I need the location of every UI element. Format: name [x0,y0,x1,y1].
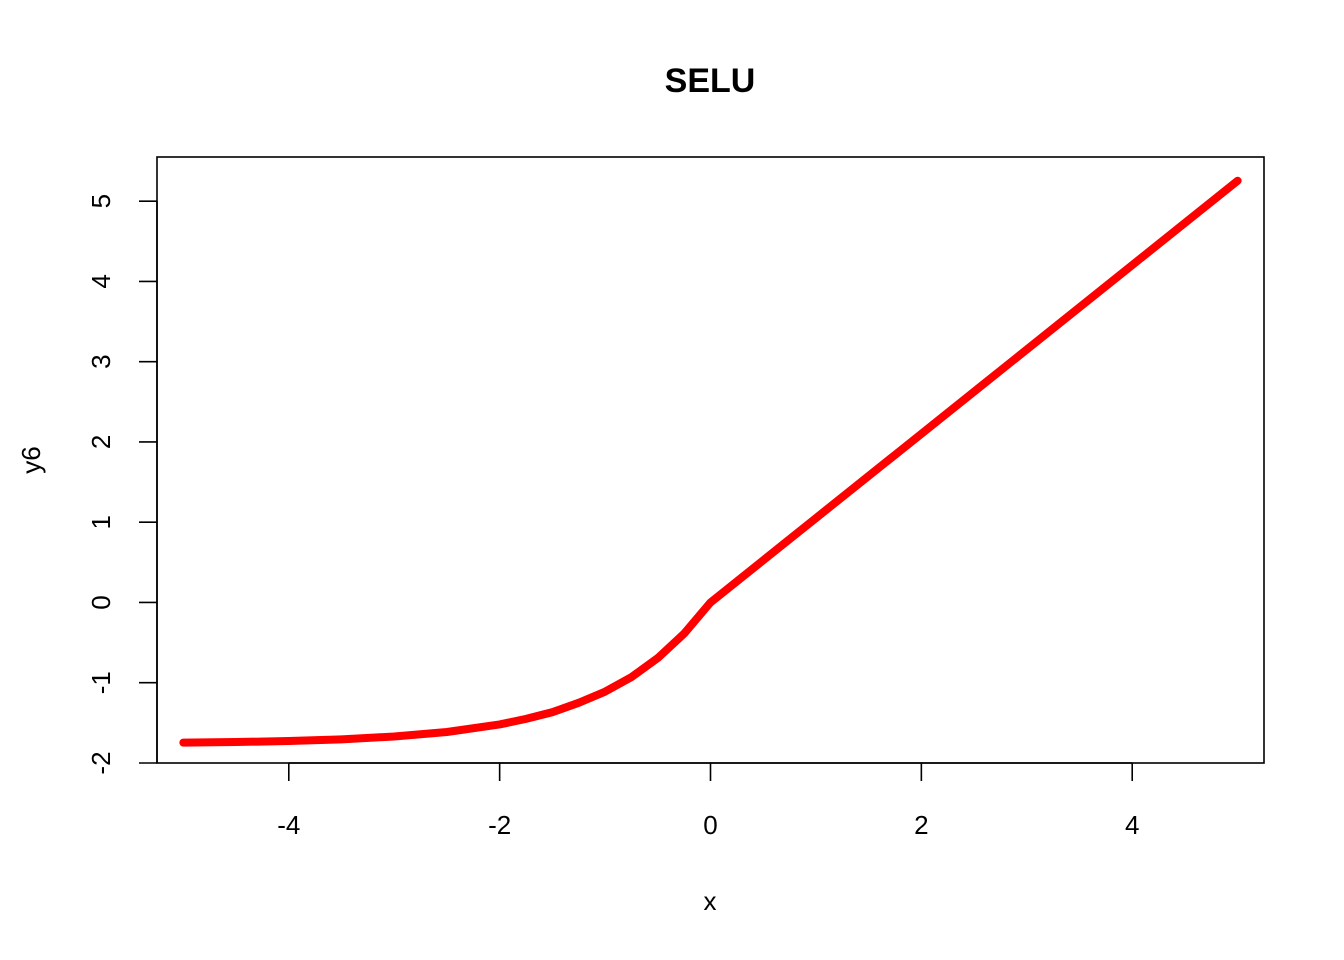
y-tick-label: -2 [86,751,116,774]
x-tick-label: 4 [1125,810,1139,840]
chart-title: SELU [665,62,756,100]
x-tick-label: -4 [277,810,300,840]
series-line-0 [179,176,1242,747]
y-tick-label: 2 [86,435,116,449]
x-axis-label: x [704,886,717,916]
y-tick-label: 1 [86,515,116,529]
y-axis-label: y6 [16,446,46,473]
y-tick-label: 3 [86,354,116,368]
x-tick-label: 0 [703,810,717,840]
y-tick-label: 5 [86,194,116,208]
y-tick-label: 4 [86,274,116,288]
y-tick-label: 0 [86,595,116,609]
x-axis-ticks: -4 -2 0 2 4 [277,763,1139,840]
y-axis-ticks: -2 -1 0 1 2 3 4 5 [86,194,157,775]
x-tick-label: 2 [914,810,928,840]
plot-area-border [156,156,1265,764]
series-layer [179,176,1242,747]
x-tick-label: -2 [488,810,511,840]
y-tick-label: -1 [86,671,116,694]
